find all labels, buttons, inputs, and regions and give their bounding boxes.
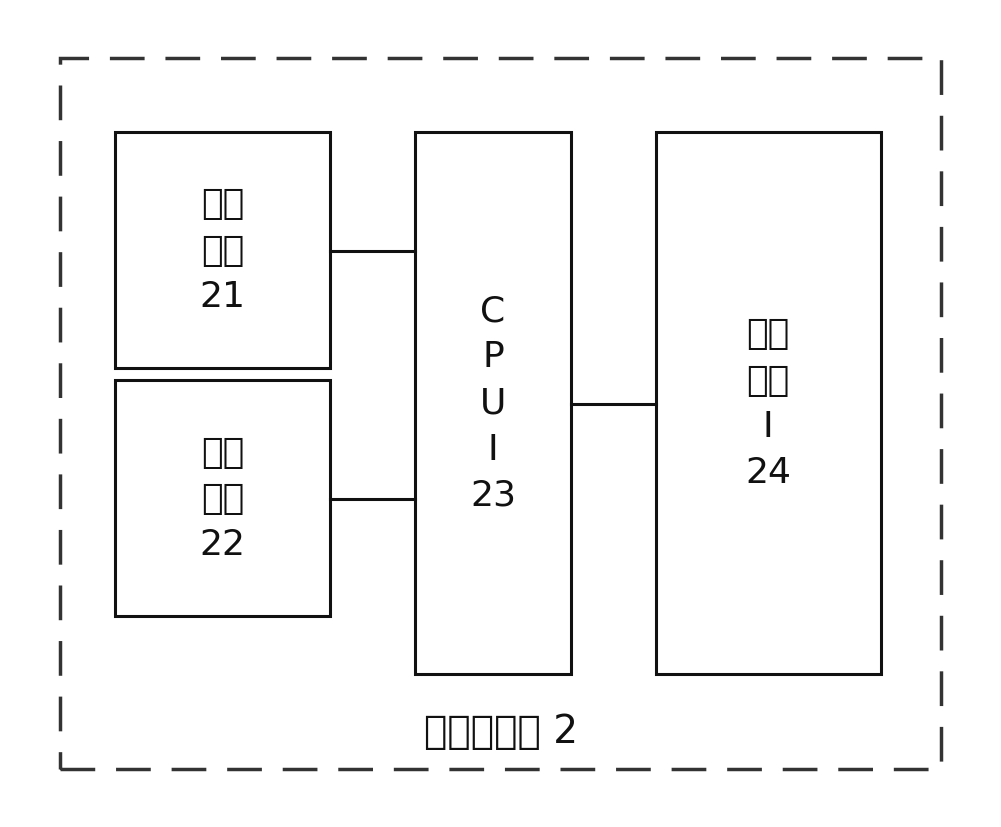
- Bar: [115, 132, 330, 368]
- Text: C
P
U
I
23: C P U I 23: [470, 294, 516, 513]
- Text: 控制
模块
22: 控制 模块 22: [200, 436, 245, 562]
- Bar: [656, 132, 881, 674]
- Text: 采集
模块
21: 采集 模块 21: [200, 188, 245, 313]
- Bar: [115, 380, 330, 616]
- Bar: [60, 58, 941, 769]
- Text: 智慧接线盒 2: 智慧接线盒 2: [423, 713, 578, 751]
- Bar: [415, 132, 571, 674]
- Text: 通信
模块
I
24: 通信 模块 I 24: [746, 318, 791, 490]
